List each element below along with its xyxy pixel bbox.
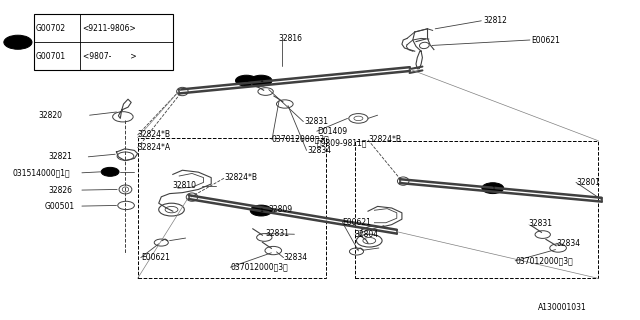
Circle shape [236, 75, 257, 86]
Text: 1: 1 [16, 40, 20, 45]
Text: 1: 1 [108, 169, 112, 174]
Text: 32831: 32831 [528, 220, 552, 228]
Text: E00621: E00621 [141, 253, 170, 262]
Circle shape [4, 35, 32, 49]
Text: 32824*B: 32824*B [138, 130, 171, 139]
Circle shape [250, 75, 272, 86]
Text: 32824*B: 32824*B [224, 173, 257, 182]
Text: <9211-9806>: <9211-9806> [83, 24, 136, 33]
Text: 037012000（3）: 037012000（3） [272, 135, 330, 144]
Text: 32824*A: 32824*A [138, 143, 171, 152]
Text: E00621: E00621 [531, 36, 560, 44]
Text: A130001031: A130001031 [538, 303, 586, 312]
Text: 1: 1 [259, 208, 263, 213]
Circle shape [101, 167, 119, 176]
Text: 1: 1 [244, 78, 248, 83]
Text: 32831: 32831 [304, 117, 328, 126]
Text: 32816: 32816 [278, 34, 302, 43]
Bar [34, 14, 173, 70]
Text: 32834: 32834 [557, 239, 581, 248]
Text: G00701: G00701 [36, 52, 66, 61]
Text: 32834: 32834 [284, 253, 308, 262]
Text: 32801: 32801 [576, 178, 600, 187]
Text: 32820: 32820 [38, 111, 63, 120]
Text: G00501: G00501 [45, 202, 75, 211]
Circle shape [482, 183, 504, 194]
Text: <9807-        >: <9807- > [83, 52, 136, 61]
Text: 32812: 32812 [483, 16, 507, 25]
Text: 〩9809-9811〉: 〩9809-9811〉 [317, 138, 367, 147]
Text: 32804: 32804 [354, 230, 378, 239]
Text: G00702: G00702 [36, 24, 66, 33]
Text: 32826: 32826 [48, 186, 72, 195]
Text: 1: 1 [259, 78, 263, 83]
Text: 031514000（1）: 031514000（1） [13, 168, 70, 177]
Text: 32821: 32821 [48, 152, 72, 161]
Bar [138, 138, 326, 278]
Text: 32834: 32834 [307, 146, 332, 155]
Bar [355, 141, 598, 278]
Text: 32810: 32810 [173, 181, 197, 190]
Text: 32824*B: 32824*B [368, 135, 401, 144]
Text: 037012000（3）: 037012000（3） [230, 263, 288, 272]
Text: 1: 1 [491, 186, 495, 191]
Text: E00621: E00621 [342, 218, 371, 227]
Text: 037012000（3）: 037012000（3） [515, 256, 573, 265]
Text: 32809: 32809 [269, 205, 293, 214]
Text: D01409: D01409 [317, 127, 347, 136]
Circle shape [250, 205, 272, 216]
Text: 32831: 32831 [266, 229, 289, 238]
